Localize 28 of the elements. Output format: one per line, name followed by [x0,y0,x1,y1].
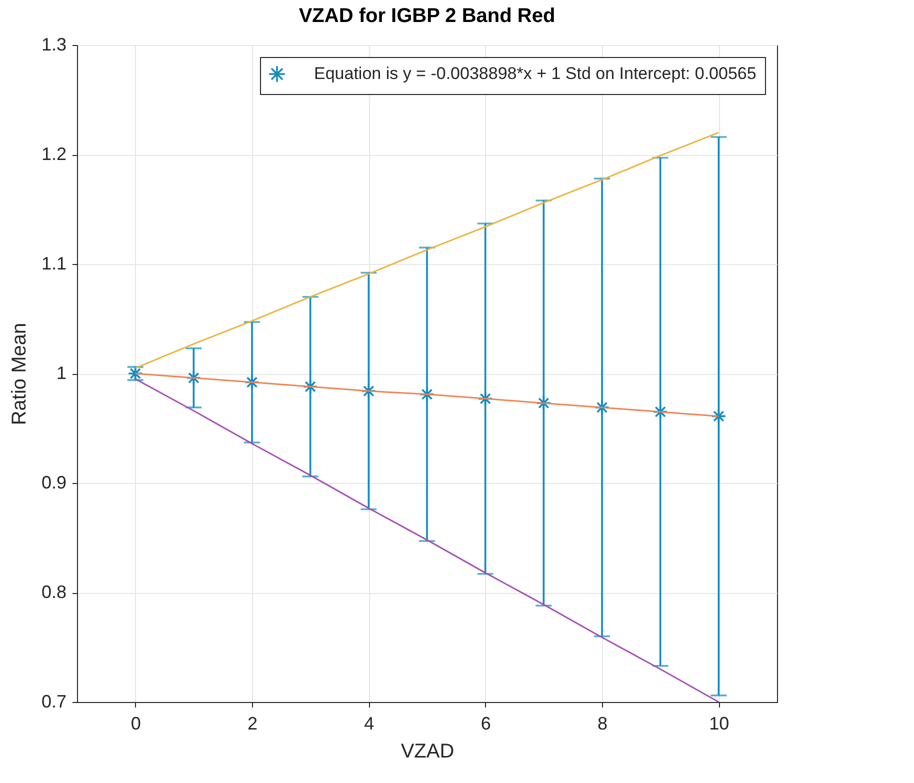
point [652,404,668,420]
y-tick-label: 0.9 [41,472,66,492]
point [186,370,202,386]
chart-title: VZAD for IGBP 2 Band Red [298,5,556,27]
y-tick-label: 1 [56,363,66,383]
point [536,395,552,411]
y-axis-title: Ratio Mean [8,322,30,426]
y-tick-label: 1.3 [41,34,66,54]
line-series [134,372,720,417]
point [419,386,435,402]
y-tick-label: 0.7 [41,692,66,712]
y-tick-label: 0.8 [41,582,66,602]
point [244,374,260,390]
y-tick-label: 1.2 [41,144,66,164]
x-axis-title: VZAD [400,740,454,762]
legend-label: Equation is y = -0.0038898*x + 1 Std on Intercept: 0.00565 [314,64,756,83]
x-tick-label: 8 [597,714,608,734]
point [361,383,376,399]
x-tick-label: 2 [247,714,258,734]
point [711,408,726,424]
y-tick-label: 1.1 [41,254,66,274]
x-tick-label: 4 [364,714,374,734]
x-tick-label: 0 [130,714,141,734]
x-tick-label: 6 [480,714,491,734]
x-tick-label: 10 [709,714,730,734]
point [302,379,318,394]
point [478,391,493,406]
point [594,400,610,416]
